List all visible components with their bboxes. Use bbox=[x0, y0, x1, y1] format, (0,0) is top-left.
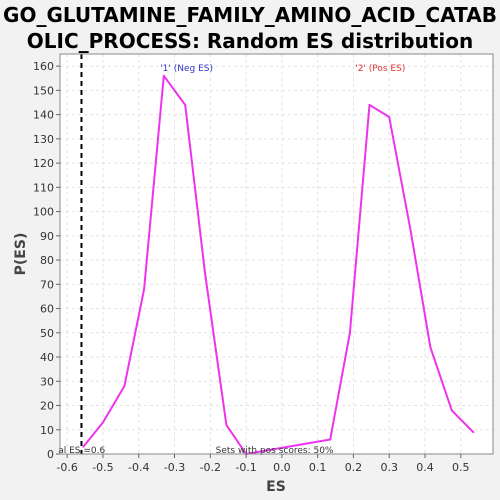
chart-title-line-1: GO_GLUTAMINE_FAMILY_AMINO_ACID_CATAB bbox=[3, 3, 497, 27]
annotation-label: al ES =0.6 bbox=[58, 446, 105, 456]
x-tick-label: -0.3 bbox=[164, 461, 185, 474]
data-point bbox=[429, 346, 432, 349]
x-tick-label: 0.5 bbox=[452, 461, 470, 474]
y-tick-label: 30 bbox=[40, 375, 54, 388]
y-tick-label: 130 bbox=[33, 133, 54, 146]
x-tick-label: 0.2 bbox=[345, 461, 363, 474]
annotation-label: Sets with pos scores: 50% bbox=[216, 446, 334, 456]
data-point bbox=[329, 438, 332, 441]
y-tick-label: 160 bbox=[33, 60, 54, 73]
data-point bbox=[123, 385, 126, 388]
data-point bbox=[348, 331, 351, 334]
x-tick-label: 0.1 bbox=[309, 461, 327, 474]
data-point bbox=[472, 431, 475, 434]
data-point bbox=[101, 421, 104, 424]
y-tick-label: 80 bbox=[40, 254, 54, 267]
y-axis-label: P(ES) bbox=[13, 233, 29, 276]
x-axis-ticks: -0.6 -0.5 -0.4 -0.3 -0.2 -0.1 0.0 0.1 0.2 0.3 0.4 0… bbox=[56, 454, 470, 474]
annotation-layer: '1' (Neg ES) '2' (Pos ES) al ES =0.6 Sets w… bbox=[58, 64, 405, 456]
x-tick-label: -0.5 bbox=[92, 461, 113, 474]
data-point bbox=[388, 116, 391, 119]
annotation-label: '1' (Neg ES) bbox=[160, 64, 213, 74]
x-tick-label: -0.1 bbox=[235, 461, 256, 474]
x-tick-label: 0.0 bbox=[273, 461, 291, 474]
plot-background bbox=[60, 54, 493, 454]
y-tick-label: 20 bbox=[40, 400, 54, 413]
y-tick-label: 40 bbox=[40, 351, 54, 364]
data-point bbox=[450, 409, 453, 412]
x-axis-label: ES bbox=[266, 479, 286, 495]
y-tick-label: 10 bbox=[40, 424, 54, 437]
data-point bbox=[409, 229, 412, 232]
y-axis-ticks: 0 10 20 30 40 50 60 70 80 90 100 110 120 130 140 150 160 bbox=[33, 60, 60, 461]
x-tick-label: -0.2 bbox=[200, 461, 221, 474]
x-tick-label: -0.4 bbox=[128, 461, 149, 474]
x-tick-label: 0.4 bbox=[416, 461, 434, 474]
y-tick-label: 70 bbox=[40, 278, 54, 291]
chart-title-line-2: OLIC_PROCESS: Random ES distribution bbox=[26, 29, 474, 53]
chart-title: GO_GLUTAMINE_FAMILY_AMINO_ACID_CATAB OLI… bbox=[0, 2, 500, 54]
y-tick-label: 0 bbox=[47, 448, 54, 461]
y-tick-label: 150 bbox=[33, 84, 54, 97]
y-tick-label: 100 bbox=[33, 206, 54, 219]
data-point bbox=[225, 423, 228, 426]
y-tick-label: 140 bbox=[33, 109, 54, 122]
data-point bbox=[82, 445, 85, 448]
data-point bbox=[143, 288, 146, 291]
y-tick-label: 90 bbox=[40, 230, 54, 243]
y-tick-label: 50 bbox=[40, 327, 54, 340]
y-tick-label: 60 bbox=[40, 303, 54, 316]
x-tick-label: 0.3 bbox=[380, 461, 398, 474]
data-point bbox=[203, 271, 206, 274]
y-tick-label: 120 bbox=[33, 157, 54, 170]
y-tick-label: 110 bbox=[33, 181, 54, 194]
x-tick-label: -0.6 bbox=[56, 461, 77, 474]
grid bbox=[60, 54, 493, 455]
data-point bbox=[184, 103, 187, 106]
annotation-label: '2' (Pos ES) bbox=[355, 64, 405, 74]
data-point bbox=[162, 74, 165, 77]
plot-border bbox=[59, 53, 494, 455]
data-point bbox=[368, 103, 371, 106]
